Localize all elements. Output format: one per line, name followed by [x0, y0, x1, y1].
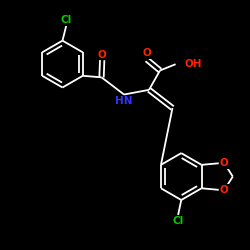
Text: HN: HN: [115, 96, 133, 106]
Text: O: O: [98, 50, 106, 59]
Text: OH: OH: [185, 59, 202, 69]
Text: Cl: Cl: [60, 15, 72, 25]
Text: Cl: Cl: [172, 216, 184, 226]
Text: O: O: [220, 185, 229, 195]
Text: O: O: [142, 48, 151, 58]
Text: O: O: [220, 158, 229, 168]
